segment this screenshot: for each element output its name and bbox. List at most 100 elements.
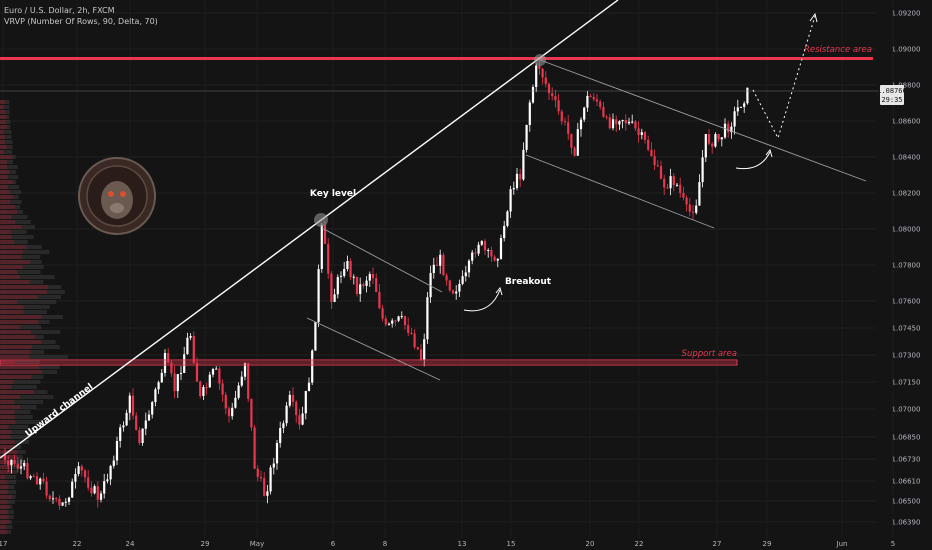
monkey-eye-left (108, 191, 114, 197)
candle-body (349, 261, 352, 278)
candle-body (183, 354, 186, 373)
candle-body (611, 119, 615, 129)
volume-profile-bar-delta (0, 375, 31, 379)
x-tick-label: 29 (763, 540, 772, 548)
x-tick-label: 8 (383, 540, 387, 548)
candle-body (170, 362, 173, 374)
volume-profile-bar-delta (0, 475, 6, 479)
volume-profile-bar-delta (0, 210, 18, 214)
candle-body (551, 93, 554, 97)
volume-profile-bar (0, 425, 29, 429)
volume-profile-bar-delta (0, 325, 20, 329)
candle-body (51, 498, 55, 500)
candle-body (656, 165, 659, 167)
volume-profile-bar-delta (0, 510, 8, 514)
volume-profile-bar-delta (0, 190, 10, 194)
candle-body (682, 193, 685, 198)
candle-body (359, 284, 362, 294)
volume-profile-bar (0, 130, 12, 134)
volume-profile-bar (0, 175, 19, 179)
volume-profile-bar-delta (0, 185, 8, 189)
volume-profile-bar-delta (0, 180, 13, 184)
candle-body (730, 126, 733, 133)
volume-profile-bar-delta (0, 230, 11, 234)
candle-body (547, 83, 551, 94)
candle-body (618, 121, 621, 125)
volume-profile-bar-delta (0, 120, 6, 124)
candle-body (487, 250, 490, 251)
volume-profile-bar-delta (0, 295, 38, 299)
candle-body (285, 405, 288, 424)
candle-body (87, 477, 90, 488)
volume-profile-bar-delta (0, 405, 20, 409)
candle-body (333, 294, 336, 302)
candle-body (650, 149, 653, 157)
volume-profile-bar (0, 490, 16, 494)
volume-profile-bar-delta (0, 435, 11, 439)
volume-profile-bar-delta (0, 415, 15, 419)
candle-body (608, 117, 611, 129)
key-level-label: Key level (310, 189, 356, 199)
candle-body (445, 275, 448, 281)
x-tick-label: 13 (458, 540, 467, 548)
volume-profile-bar-delta (0, 470, 13, 474)
candle-body (151, 402, 154, 415)
volume-profile-bar-delta (0, 285, 49, 289)
candle-body (624, 120, 627, 124)
candle-body (535, 65, 538, 87)
retest-arrow (735, 151, 771, 170)
volume-profile-bar-delta (0, 225, 22, 229)
volume-profile-bar-delta (0, 440, 15, 444)
candle-body (442, 254, 445, 276)
candle-body (163, 353, 167, 373)
candle-body (538, 65, 541, 69)
resistance-area-label: Resistance area (804, 45, 872, 55)
candle-body (602, 106, 605, 117)
channel2-upper-line (539, 59, 867, 182)
volume-profile-bar-delta (0, 205, 16, 209)
volume-profile-bar-delta (0, 480, 8, 484)
candle-body (179, 372, 183, 375)
candle-body (688, 204, 691, 212)
monkey-muzzle (110, 203, 124, 213)
candle-body (387, 323, 391, 325)
x-tick-label: 27 (713, 540, 722, 548)
candle-body (423, 339, 426, 360)
volume-profile-bar-delta (0, 335, 35, 339)
breakout-arrowhead (495, 286, 503, 296)
candle-body (637, 128, 640, 135)
candle-body (7, 460, 10, 466)
candle-body (77, 466, 80, 474)
volume-profile-bar-delta (0, 380, 13, 384)
candle-body (736, 107, 739, 112)
x-tick-label: 20 (586, 540, 595, 548)
volume-profile-bar-delta (0, 145, 7, 149)
candle-body (346, 261, 349, 269)
volume-profile-bar-delta (0, 245, 26, 249)
candle-body (272, 463, 275, 468)
volume-profile-bar (0, 200, 22, 204)
candle-body (471, 252, 474, 261)
candle-body (125, 412, 128, 426)
volume-profile-bar-delta (0, 420, 16, 424)
candle-body (429, 272, 432, 298)
candle-body (263, 478, 266, 496)
candle-body (269, 467, 272, 492)
candle-body (599, 101, 602, 107)
candle-body (343, 269, 346, 276)
candle-body (634, 121, 637, 129)
candle-body (570, 133, 573, 148)
candle-body (435, 264, 439, 266)
volume-profile-bar (0, 380, 41, 384)
volume-profile-bar (0, 435, 30, 439)
candle-body (631, 121, 634, 123)
current-price-value: 1.08766 (877, 87, 907, 95)
candle-body (266, 491, 269, 496)
y-tick-label: 1.06730 (892, 456, 921, 464)
y-tick-label: 1.06850 (892, 434, 921, 442)
volume-profile-bar (0, 275, 55, 279)
y-tick-label: 1.09200 (892, 10, 921, 18)
candle-body (509, 189, 512, 212)
y-tick-label: 1.08600 (892, 118, 921, 126)
